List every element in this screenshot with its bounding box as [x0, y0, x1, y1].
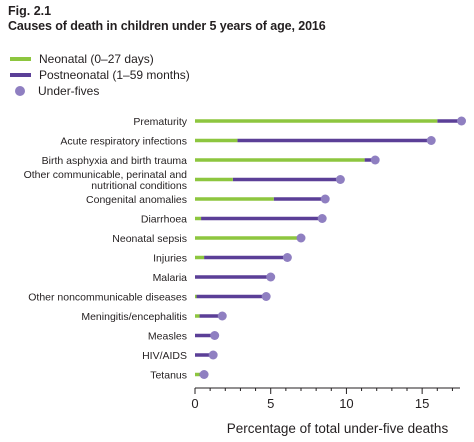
category-label: Diarrhoea	[141, 214, 187, 226]
legend-label-neonatal: Neonatal (0–27 days)	[39, 52, 154, 66]
under-fives-dot	[320, 194, 330, 204]
category-label: Tetanus	[150, 370, 187, 382]
legend-swatch-under-fives	[15, 86, 25, 96]
category-label: Other communicable, perinatal and	[24, 169, 188, 181]
under-fives-dot	[296, 233, 306, 243]
chart-title: Causes of death in children under 5 year…	[8, 19, 326, 33]
under-fives-dot	[217, 311, 227, 321]
legend-label-under-fives: Under-fives	[38, 84, 100, 98]
under-fives-dot	[317, 214, 327, 223]
legend-item-under-fives: Under-fives	[10, 84, 99, 98]
figure-label: Fig. 2.1	[8, 4, 52, 18]
category-label: Neonatal sepsis	[112, 233, 187, 245]
category-label: Meningitis/encephalitis	[81, 311, 187, 323]
under-fives-dot	[266, 272, 276, 282]
under-fives-dot	[370, 155, 380, 165]
under-fives-dot	[282, 253, 292, 262]
legend-label-postneonatal: Postneonatal (1–59 months)	[39, 68, 190, 82]
category-label: Acute respiratory infections	[60, 136, 187, 148]
legend-item-postneonatal: Postneonatal (1–59 months)	[10, 68, 190, 82]
under-fives-dot	[210, 331, 220, 340]
category-label: Malaria	[153, 272, 188, 284]
x-axis-label: Percentage of total under-five deaths	[227, 421, 449, 436]
x-tick-label: 5	[267, 396, 274, 411]
under-fives-dot	[457, 116, 467, 126]
category-label: Congenital anomalies	[86, 194, 187, 206]
x-tick-label: 0	[191, 396, 198, 411]
category-label: nutritional conditions	[91, 180, 187, 192]
under-fives-dot	[261, 292, 271, 301]
under-fives-dot	[335, 175, 345, 184]
category-label: Prematurity	[133, 116, 187, 128]
under-fives-dot	[426, 136, 436, 145]
category-label: Birth asphyxia and birth trauma	[42, 155, 187, 167]
legend-swatch-neonatal	[10, 57, 31, 61]
x-tick-label: 10	[339, 396, 353, 411]
under-fives-dot	[199, 370, 209, 379]
category-label: Other noncommunicable diseases	[28, 292, 187, 304]
under-fives-dot	[208, 350, 218, 360]
legend-swatch-postneonatal	[10, 73, 31, 77]
category-label: Measles	[148, 331, 187, 343]
category-label: Injuries	[153, 253, 187, 265]
category-label: HIV/AIDS	[142, 350, 187, 362]
legend-item-neonatal: Neonatal (0–27 days)	[10, 52, 154, 66]
x-tick-label: 15	[415, 396, 429, 411]
